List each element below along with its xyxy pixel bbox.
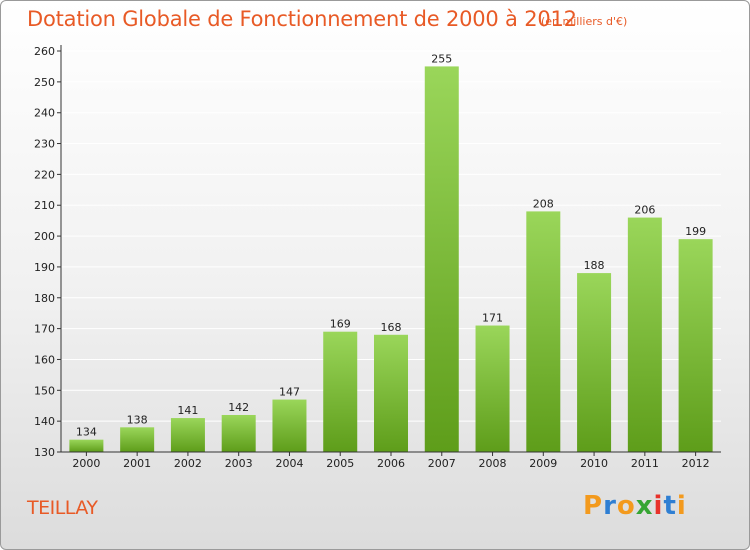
x-tick-label: 2001 [123,457,151,470]
bar-2007 [424,66,459,452]
bar-2000 [69,439,104,452]
value-label: 134 [76,426,97,439]
bar-2012 [678,239,713,452]
x-tick-label: 2007 [428,457,456,470]
value-label: 168 [381,321,402,334]
x-tick-label: 2008 [479,457,507,470]
value-label: 171 [482,312,503,325]
chart-title: Dotation Globale de Fonctionnement de 20… [27,7,577,31]
bar-2003 [221,414,256,452]
x-tick-label: 2003 [225,457,253,470]
value-label: 141 [177,404,198,417]
bar-2009 [526,211,561,452]
value-label: 188 [584,259,605,272]
bar-2005 [323,331,358,452]
proxiti-logo: Proxiti [583,491,687,521]
y-tick-label: 150 [34,384,55,397]
logo-letter: x [635,491,654,521]
x-tick-label: 2010 [580,457,608,470]
y-tick-label: 140 [34,415,55,428]
x-tick-label: 2009 [529,457,557,470]
y-tick-label: 180 [34,292,55,305]
logo-letter: r [603,491,617,521]
bar-2004 [272,399,307,452]
value-label: 206 [634,204,655,217]
y-tick-label: 170 [34,323,55,336]
logo-letter: o [616,491,636,521]
y-tick-label: 250 [34,76,55,89]
y-tick-label: 220 [34,168,55,181]
bar-2002 [170,418,205,452]
logo-letter: P [583,491,604,521]
bar-2011 [627,217,662,452]
value-label: 147 [279,386,300,399]
y-tick-label: 190 [34,261,55,274]
value-label: 169 [330,318,351,331]
x-tick-label: 2011 [631,457,659,470]
y-tick-label: 230 [34,138,55,151]
x-tick-label: 2004 [275,457,303,470]
x-tick-label: 2005 [326,457,354,470]
value-label: 138 [127,413,148,426]
x-tick-label: 2006 [377,457,405,470]
value-label: 199 [685,225,706,238]
value-label: 208 [533,197,554,210]
bar-2006 [374,334,408,452]
chart-subtitle: (en milliers d'€) [541,15,628,28]
logo-letter: t [663,491,677,521]
bar-2008 [475,325,510,452]
logo-letter: i [676,491,687,521]
x-tick-label: 2012 [682,457,710,470]
logo-letter: i [653,491,664,521]
y-tick-label: 210 [34,199,55,212]
value-label: 142 [228,401,249,414]
axes: 130 140 150 160 170 180 190 200 210 220 230 240 250 2… [34,45,721,470]
x-tick-label: 2000 [72,457,100,470]
bars: 134 138 141 142 147 169 168 255 171 208 188 206 199 [69,52,713,452]
bar-2010 [577,273,612,452]
value-label: 255 [431,52,452,65]
y-tick-label: 240 [34,107,55,120]
bar-2001 [120,427,155,452]
y-tick-label: 200 [34,230,55,243]
commune-name: TEILLAY [27,497,98,519]
y-tick-label: 260 [34,45,55,58]
y-tick-label: 160 [34,353,55,366]
x-tick-label: 2002 [174,457,202,470]
y-tick-label: 130 [34,446,55,459]
